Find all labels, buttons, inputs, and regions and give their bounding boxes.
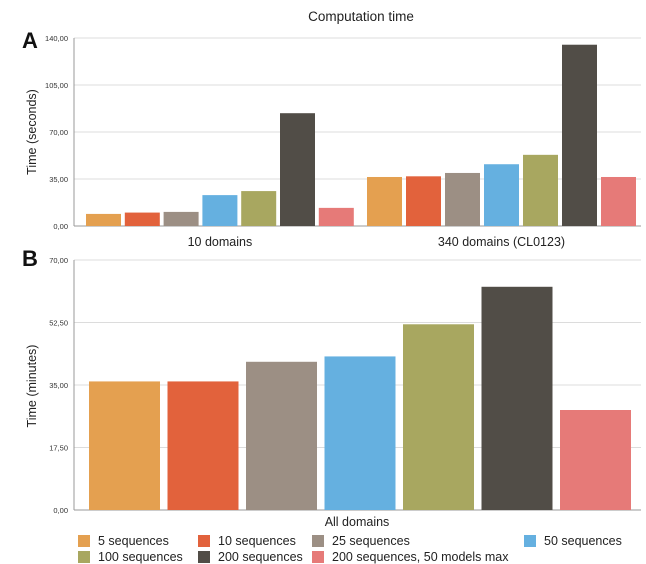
legend-swatch xyxy=(524,535,536,547)
panel-a-plot: 0,00 35,00 70,00 105,00 140,00 10 domains 340 … xyxy=(45,34,641,249)
legend-item: 25 sequences xyxy=(312,534,410,548)
legend-item: 200 sequences xyxy=(198,550,303,564)
legend-item: 5 sequences xyxy=(78,534,169,548)
legend-label: 50 sequences xyxy=(544,534,622,548)
legend-label: 200 sequences, 50 models max xyxy=(332,550,509,564)
bar xyxy=(86,213,121,226)
bar xyxy=(367,176,402,226)
legend-item: 200 sequences, 50 models max xyxy=(312,550,509,564)
legend-label: 100 sequences xyxy=(98,550,183,564)
bar xyxy=(280,113,315,226)
legend-swatch xyxy=(78,551,90,563)
panel-b-plot: 0,00 17,50 35,00 52,50 70,00 xyxy=(49,256,641,515)
bar xyxy=(560,410,631,510)
y-tick-label: 105,00 xyxy=(45,81,68,90)
bar xyxy=(246,361,317,510)
bar xyxy=(562,44,597,226)
legend-label: 10 sequences xyxy=(218,534,296,548)
legend-label: 5 sequences xyxy=(98,534,169,548)
y-tick-label: 70,00 xyxy=(49,128,68,137)
panel-label-b: B xyxy=(22,246,38,271)
bar xyxy=(167,381,239,510)
chart-title: Computation time xyxy=(308,9,414,24)
panel-b-xlabel: All domains xyxy=(325,515,390,529)
bar xyxy=(324,356,396,510)
legend-label: 25 sequences xyxy=(332,534,410,548)
bar xyxy=(202,195,238,226)
legend-item: 100 sequences xyxy=(78,550,183,564)
bar xyxy=(481,286,553,510)
bar xyxy=(406,176,441,226)
y-tick-label: 0,00 xyxy=(53,506,68,515)
legend-swatch xyxy=(198,551,210,563)
bar xyxy=(484,164,519,226)
bar xyxy=(241,191,277,226)
bar xyxy=(163,211,199,226)
legend-swatch xyxy=(198,535,210,547)
panel-label-a: A xyxy=(22,28,38,53)
bar xyxy=(403,324,474,510)
legend-swatch xyxy=(312,551,324,563)
legend-label: 200 sequences xyxy=(218,550,303,564)
y-tick-label: 17,50 xyxy=(49,444,68,453)
x-tick-label: 340 domains (CL0123) xyxy=(438,235,565,249)
legend-item: 50 sequences xyxy=(524,534,622,548)
y-tick-label: 35,00 xyxy=(49,175,68,184)
y-tick-label: 140,00 xyxy=(45,34,68,43)
y-tick-label: 70,00 xyxy=(49,256,68,265)
legend-item: 10 sequences xyxy=(198,534,296,548)
legend-swatch xyxy=(78,535,90,547)
panel-b-ylabel: Time (minutes) xyxy=(25,345,39,428)
bar xyxy=(89,381,160,510)
bar xyxy=(523,154,558,226)
y-tick-label: 0,00 xyxy=(53,222,68,231)
x-tick-label: 10 domains xyxy=(188,235,253,249)
bar xyxy=(601,176,636,226)
bar xyxy=(318,207,354,226)
legend-swatch xyxy=(312,535,324,547)
bar xyxy=(124,212,160,226)
y-tick-label: 35,00 xyxy=(49,381,68,390)
bar xyxy=(445,172,480,226)
y-tick-label: 52,50 xyxy=(49,319,68,328)
panel-a-ylabel: Time (seconds) xyxy=(25,89,39,175)
